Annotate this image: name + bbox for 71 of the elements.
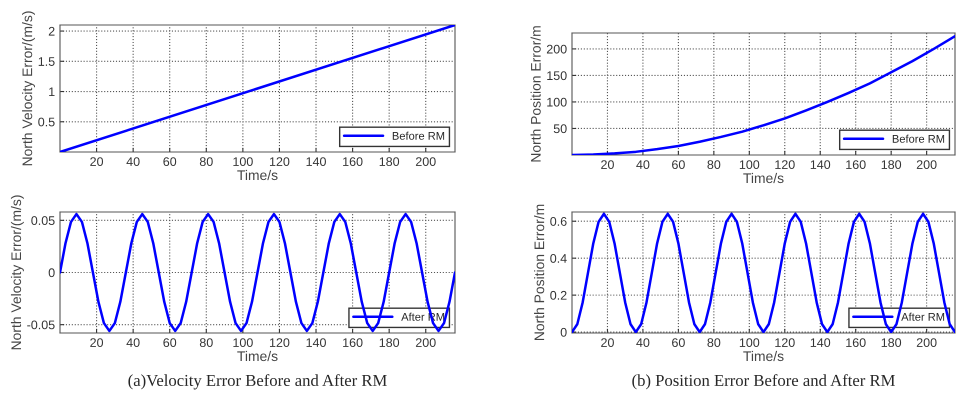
line-series <box>60 212 455 332</box>
x-tick-label: 20 <box>601 338 614 348</box>
y-tick-label: 0.6 <box>550 217 567 226</box>
legend-label: Before RM <box>892 134 944 143</box>
x-tick-label: 40 <box>126 338 140 348</box>
y-axis-title: North Position Error/m <box>530 26 541 162</box>
x-tick-label: 180 <box>380 338 400 348</box>
x-tick-label: 200 <box>416 338 436 348</box>
y-axis-title: North Velocity Error/(m/s) <box>10 195 24 350</box>
x-tick-label: 60 <box>672 338 685 348</box>
y-tick-label: 1.5 <box>38 57 55 66</box>
y-tick-label: 0.4 <box>550 254 567 263</box>
x-tick-label: 80 <box>200 338 213 348</box>
y-tick-label: 0.05 <box>31 216 55 225</box>
x-tick-label: 160 <box>343 157 363 166</box>
x-tick-label: 20 <box>90 157 104 166</box>
y-tick-label: 150 <box>547 71 567 80</box>
x-tick-label: 180 <box>882 160 902 170</box>
text: (b) Position Error Before and After RM <box>632 374 895 390</box>
x-axis-title: Time/s <box>237 350 278 362</box>
x-tick-label: 100 <box>740 160 760 170</box>
y-tick-label: -0.05 <box>27 320 55 330</box>
x-tick-label: 40 <box>126 157 140 166</box>
x-tick-label: 60 <box>163 157 176 166</box>
x-tick-label: 60 <box>672 160 685 170</box>
line-series <box>572 212 955 333</box>
y-tick-label: 2 <box>48 26 55 36</box>
x-tick-label: 160 <box>846 338 866 348</box>
x-tick-label: 80 <box>707 338 720 348</box>
x-tick-label: 120 <box>270 338 290 348</box>
y-axis-title: North Velocity Error/(m/s) <box>22 11 35 166</box>
y-tick-label: 100 <box>547 98 567 107</box>
x-tick-label: 140 <box>306 157 326 166</box>
x-tick-label: 20 <box>601 160 614 170</box>
y-tick-label: 0.2 <box>550 290 567 300</box>
x-tick-label: 140 <box>306 338 326 348</box>
x-tick-label: 200 <box>916 160 937 170</box>
line-series <box>572 34 955 155</box>
x-tick-label: 120 <box>775 338 795 348</box>
x-tick-label: 80 <box>200 157 213 166</box>
x-tick-label: 40 <box>636 338 650 348</box>
x-tick-label: 100 <box>233 338 253 348</box>
x-tick-label: 180 <box>882 338 902 348</box>
y-axis-title: North Position Error/m <box>534 204 544 340</box>
y-tick-label: 0 <box>48 268 55 278</box>
y-tick-label: 0.5 <box>38 118 55 126</box>
x-tick-label: 200 <box>916 338 937 348</box>
x-tick-label: 100 <box>233 157 253 166</box>
x-axis-title: Time/s <box>743 172 784 184</box>
x-tick-label: 120 <box>775 160 795 170</box>
x-tick-label: 140 <box>810 338 830 348</box>
x-tick-label: 180 <box>380 157 400 166</box>
x-axis-title: Time/s <box>237 170 278 180</box>
y-tick-label: 1 <box>49 87 55 96</box>
x-tick-label: 60 <box>163 338 176 348</box>
x-axis-title: Time/s <box>743 350 784 362</box>
x-tick-label: 20 <box>90 338 104 348</box>
legend-label: After RM <box>901 312 944 321</box>
y-tick-label: 0 <box>560 328 567 337</box>
x-tick-label: 80 <box>707 160 720 170</box>
x-tick-label: 40 <box>636 160 650 170</box>
x-tick-label: 160 <box>343 338 363 348</box>
y-tick-label: 50 <box>554 124 567 134</box>
x-tick-label: 200 <box>416 157 436 166</box>
legend-label: Before RM <box>392 132 444 140</box>
x-tick-label: 160 <box>846 160 866 170</box>
y-tick-label: 200 <box>546 44 567 54</box>
x-tick-label: 120 <box>270 157 290 166</box>
x-tick-label: 140 <box>810 160 830 170</box>
text: (a)Velocity Error Before and After RM <box>128 374 387 390</box>
x-tick-label: 100 <box>740 338 760 348</box>
